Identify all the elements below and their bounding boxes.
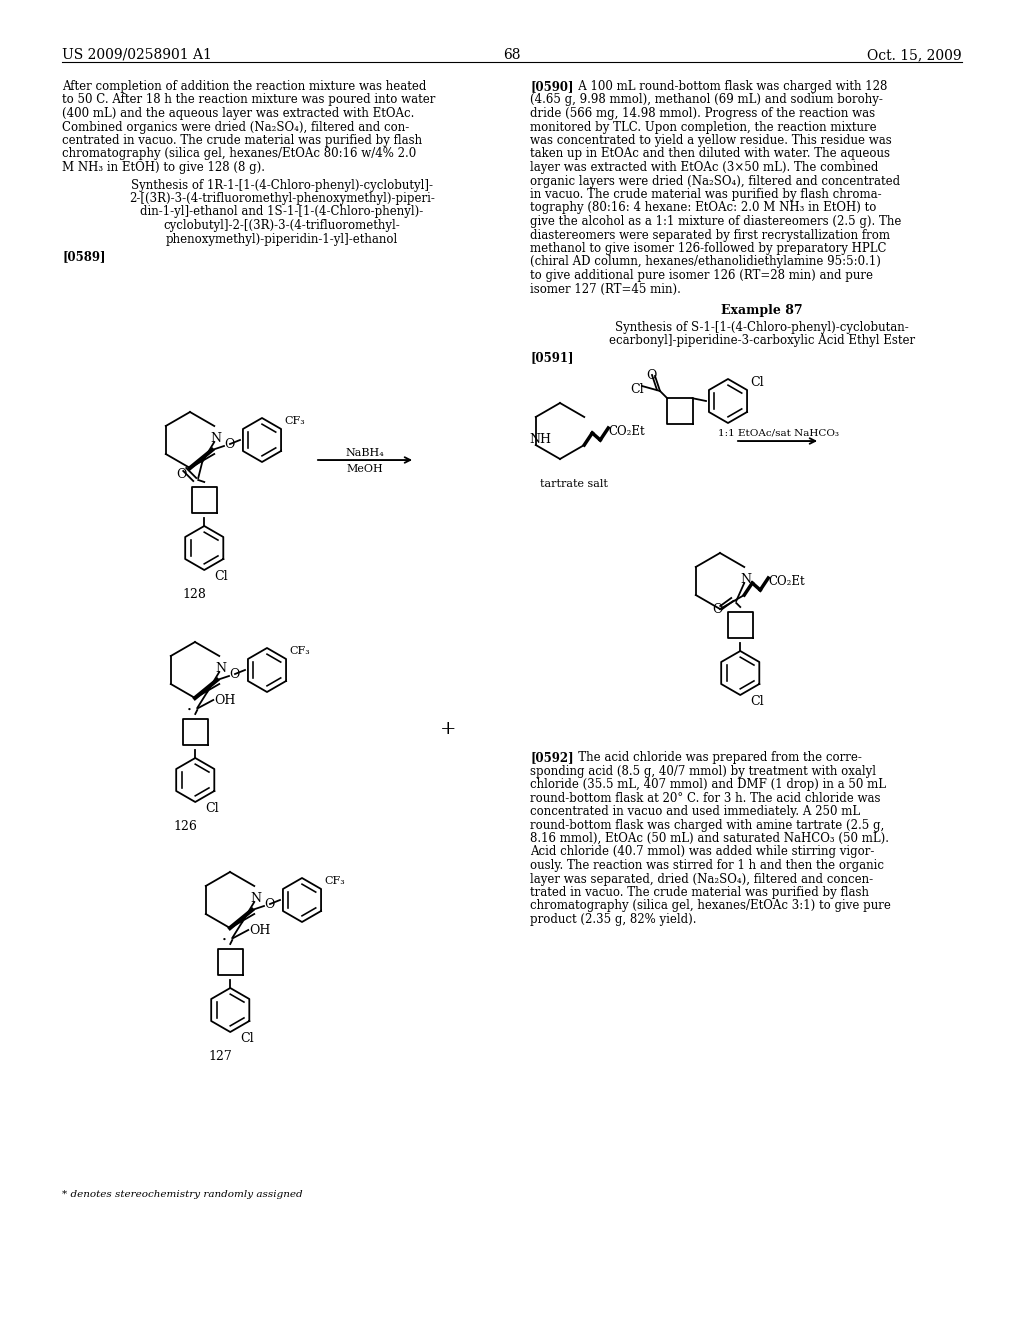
Text: 2-[(3R)-3-(4-trifluoromethyl-phenoxymethyl)-piperi-: 2-[(3R)-3-(4-trifluoromethyl-phenoxymeth… (129, 191, 435, 205)
Text: diastereomers were separated by first recrystallization from: diastereomers were separated by first re… (530, 228, 890, 242)
Text: isomer 127 (RT=45 min).: isomer 127 (RT=45 min). (530, 282, 681, 296)
Text: N: N (740, 573, 752, 586)
Text: 8.16 mmol), EtOAc (50 mL) and saturated NaHCO₃ (50 mL).: 8.16 mmol), EtOAc (50 mL) and saturated … (530, 832, 889, 845)
Text: chloride (35.5 mL, 407 mmol) and DMF (1 drop) in a 50 mL: chloride (35.5 mL, 407 mmol) and DMF (1 … (530, 777, 886, 791)
Text: trated in vacuo. The crude material was purified by flash: trated in vacuo. The crude material was … (530, 886, 869, 899)
Text: cyclobutyl]-2-[(3R)-3-(4-trifluoromethyl-: cyclobutyl]-2-[(3R)-3-(4-trifluoromethyl… (164, 219, 400, 232)
Text: [0591]: [0591] (530, 351, 573, 364)
Text: Combined organics were dried (Na₂SO₄), filtered and con-: Combined organics were dried (Na₂SO₄), f… (62, 120, 410, 133)
Text: The acid chloride was prepared from the corre-: The acid chloride was prepared from the … (567, 751, 862, 764)
Text: methanol to give isomer 126-followed by preparatory HPLC: methanol to give isomer 126-followed by … (530, 242, 887, 255)
Text: 127: 127 (208, 1049, 232, 1063)
Text: in vacuo. The crude material was purified by flash chroma-: in vacuo. The crude material was purifie… (530, 187, 882, 201)
Text: Cl: Cl (750, 376, 764, 389)
Text: M NH₃ in EtOH) to give 128 (8 g).: M NH₃ in EtOH) to give 128 (8 g). (62, 161, 265, 174)
Text: CF₃: CF₃ (284, 416, 305, 426)
Text: [0592]: [0592] (530, 751, 573, 764)
Text: CF₃: CF₃ (324, 876, 345, 886)
Text: O: O (713, 603, 723, 616)
Text: concentrated in vacuo and used immediately. A 250 mL: concentrated in vacuo and used immediate… (530, 805, 860, 818)
Text: dride (566 mg, 14.98 mmol). Progress of the reaction was: dride (566 mg, 14.98 mmol). Progress of … (530, 107, 876, 120)
Text: Synthesis of 1R-1-[1-(4-Chloro-phenyl)-cyclobutyl]-: Synthesis of 1R-1-[1-(4-Chloro-phenyl)-c… (131, 178, 433, 191)
Text: give the alcohol as a 1:1 mixture of diastereomers (2.5 g). The: give the alcohol as a 1:1 mixture of dia… (530, 215, 901, 228)
Text: Cl: Cl (751, 696, 764, 708)
Text: (400 mL) and the aqueous layer was extracted with EtOAc.: (400 mL) and the aqueous layer was extra… (62, 107, 415, 120)
Text: taken up in EtOAc and then diluted with water. The aqueous: taken up in EtOAc and then diluted with … (530, 148, 890, 161)
Text: centrated in vacuo. The crude material was purified by flash: centrated in vacuo. The crude material w… (62, 135, 422, 147)
Text: 1:1 EtOAc/sat NaHCO₃: 1:1 EtOAc/sat NaHCO₃ (718, 429, 839, 438)
Text: round-bottom flask was charged with amine tartrate (2.5 g,: round-bottom flask was charged with amin… (530, 818, 885, 832)
Text: 128: 128 (182, 587, 206, 601)
Text: (chiral AD column, hexanes/ethanolidiethylamine 95:5:0.1): (chiral AD column, hexanes/ethanolidieth… (530, 256, 881, 268)
Text: O: O (264, 898, 274, 911)
Text: sponding acid (8.5 g, 40/7 mmol) by treatment with oxalyl: sponding acid (8.5 g, 40/7 mmol) by trea… (530, 764, 876, 777)
Text: O: O (176, 469, 186, 480)
Text: round-bottom flask at 20° C. for 3 h. The acid chloride was: round-bottom flask at 20° C. for 3 h. Th… (530, 792, 881, 804)
Text: layer was extracted with EtOAc (3×50 mL). The combined: layer was extracted with EtOAc (3×50 mL)… (530, 161, 879, 174)
Text: N: N (215, 663, 226, 675)
Text: NaBH₄: NaBH₄ (346, 447, 384, 458)
Text: Synthesis of S-1-[1-(4-Chloro-phenyl)-cyclobutan-: Synthesis of S-1-[1-(4-Chloro-phenyl)-cy… (615, 321, 909, 334)
Text: 126: 126 (173, 820, 198, 833)
Text: N: N (210, 432, 221, 445)
Text: Example 87: Example 87 (721, 304, 803, 317)
Text: Cl: Cl (241, 1032, 254, 1045)
Text: (4.65 g, 9.98 mmol), methanol (69 mL) and sodium borohy-: (4.65 g, 9.98 mmol), methanol (69 mL) an… (530, 94, 883, 107)
Text: Oct. 15, 2009: Oct. 15, 2009 (867, 48, 962, 62)
Text: chromatography (silica gel, hexanes/EtOAc 3:1) to give pure: chromatography (silica gel, hexanes/EtOA… (530, 899, 891, 912)
Text: phenoxymethyl)-piperidin-1-yl]-ethanol: phenoxymethyl)-piperidin-1-yl]-ethanol (166, 232, 398, 246)
Text: was concentrated to yield a yellow residue. This residue was: was concentrated to yield a yellow resid… (530, 135, 892, 147)
Text: ecarbonyl]-piperidine-3-carboxylic Acid Ethyl Ester: ecarbonyl]-piperidine-3-carboxylic Acid … (609, 334, 915, 347)
Text: O: O (229, 668, 240, 681)
Text: din-1-yl]-ethanol and 1S-1-[1-(4-Chloro-phenyl)-: din-1-yl]-ethanol and 1S-1-[1-(4-Chloro-… (140, 206, 424, 219)
Text: 68: 68 (503, 48, 521, 62)
Text: •: • (187, 706, 193, 714)
Text: tartrate salt: tartrate salt (540, 479, 608, 488)
Text: to give additional pure isomer 126 (RT=28 min) and pure: to give additional pure isomer 126 (RT=2… (530, 269, 873, 282)
Text: to 50 C. After 18 h the reaction mixture was poured into water: to 50 C. After 18 h the reaction mixture… (62, 94, 435, 107)
Text: OH: OH (214, 694, 236, 708)
Text: Cl: Cl (214, 570, 228, 583)
Text: monitored by TLC. Upon completion, the reaction mixture: monitored by TLC. Upon completion, the r… (530, 120, 877, 133)
Text: CO₂Et: CO₂Et (608, 425, 645, 438)
Text: product (2.35 g, 82% yield).: product (2.35 g, 82% yield). (530, 913, 696, 927)
Text: Acid chloride (40.7 mmol) was added while stirring vigor-: Acid chloride (40.7 mmol) was added whil… (530, 846, 874, 858)
Text: NH: NH (529, 433, 552, 446)
Text: Cl: Cl (630, 383, 644, 396)
Text: ously. The reaction was stirred for 1 h and then the organic: ously. The reaction was stirred for 1 h … (530, 859, 884, 873)
Text: O: O (224, 438, 234, 451)
Text: tography (80:16: 4 hexane: EtOAc: 2.0 M NH₃ in EtOH) to: tography (80:16: 4 hexane: EtOAc: 2.0 M … (530, 202, 877, 214)
Text: O: O (646, 370, 656, 381)
Text: layer was separated, dried (Na₂SO₄), filtered and concen-: layer was separated, dried (Na₂SO₄), fil… (530, 873, 873, 886)
Text: organic layers were dried (Na₂SO₄), filtered and concentrated: organic layers were dried (Na₂SO₄), filt… (530, 174, 900, 187)
Text: After completion of addition the reaction mixture was heated: After completion of addition the reactio… (62, 81, 426, 92)
Text: chromatography (silica gel, hexanes/EtOAc 80:16 w/4% 2.0: chromatography (silica gel, hexanes/EtOA… (62, 148, 416, 161)
Text: •: • (222, 936, 227, 944)
Text: Cl: Cl (205, 803, 219, 814)
Text: N: N (250, 892, 261, 906)
Text: [0590]: [0590] (530, 81, 573, 92)
Text: OH: OH (249, 924, 270, 937)
Text: CO₂Et: CO₂Et (768, 576, 805, 587)
Text: US 2009/0258901 A1: US 2009/0258901 A1 (62, 48, 212, 62)
Text: +: + (440, 719, 457, 738)
Text: [0589]: [0589] (62, 249, 105, 263)
Text: A 100 mL round-bottom flask was charged with 128: A 100 mL round-bottom flask was charged … (567, 81, 888, 92)
Text: * denotes stereochemistry randomly assigned: * denotes stereochemistry randomly assig… (62, 1191, 303, 1199)
Text: MeOH: MeOH (347, 465, 383, 474)
Text: CF₃: CF₃ (289, 645, 309, 656)
